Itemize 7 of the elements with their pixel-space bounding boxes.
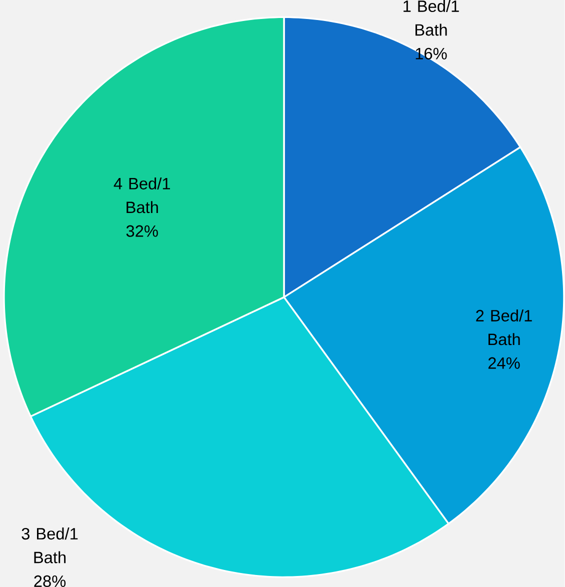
data-label: 24% bbox=[488, 357, 520, 369]
data-label: 32% bbox=[126, 225, 158, 237]
data-label: 28% bbox=[34, 575, 66, 587]
slice-label: 4 Bed/1 Bath bbox=[114, 177, 170, 214]
slice-label: 2 Bed/1 Bath bbox=[476, 309, 532, 346]
slice-label: 1 Bed/1 Bath bbox=[404, 0, 459, 36]
slice-label: 3 Bed/1 Bath bbox=[22, 528, 78, 564]
